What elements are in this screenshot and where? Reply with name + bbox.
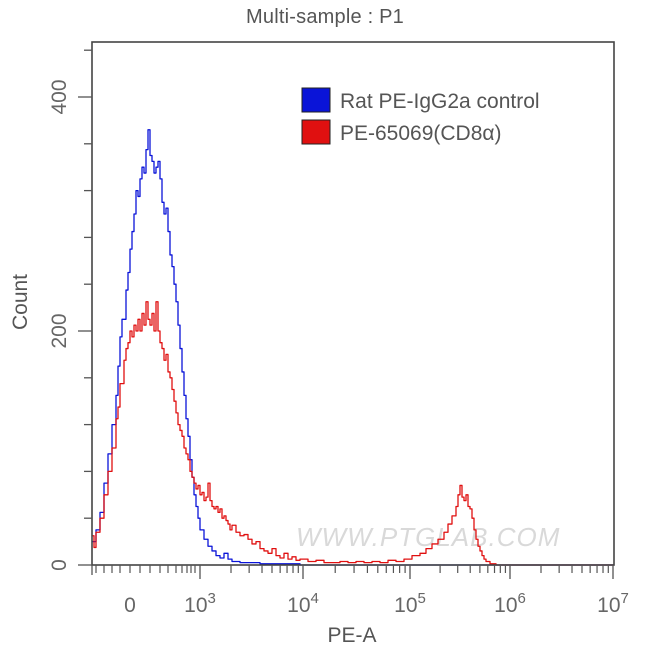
x-axis-label: PE-A [327,624,376,647]
legend-swatch-control [301,87,331,113]
cd8-histogram-line [92,301,614,566]
x-tick-label: 0 [124,594,136,617]
x-tick-label: 106 [494,590,526,617]
y-axis-ticks [78,49,92,566]
control-histogram-line [92,129,614,566]
y-tick-label: 0 [48,559,71,571]
x-tick-label: 107 [597,590,629,617]
y-axis-tick-labels: 0 200 400 [48,79,71,570]
x-tick-label: 103 [184,590,216,617]
y-tick-label: 200 [48,313,71,348]
x-axis-ticks [91,565,614,579]
x-axis-tick-labels: 0 103 104 105 106 107 [124,590,629,617]
y-tick-label: 400 [48,79,71,114]
x-tick-label: 104 [287,590,319,617]
legend-label-control: Rat PE-IgG2a control [340,90,540,113]
legend-swatch-cd8 [301,119,331,145]
x-tick-label: 105 [394,590,426,617]
legend-label-cd8: PE-65069(CD8α) [340,122,502,145]
series-layer [92,129,614,566]
legend: Rat PE-IgG2a control PE-65069(CD8α) [301,87,540,145]
watermark-text: WWW.PTGLAB.COM [296,522,560,552]
plot-frame [91,41,615,566]
y-axis-label: Count [9,274,32,330]
chart-title: Multi-sample : P1 [246,6,404,28]
